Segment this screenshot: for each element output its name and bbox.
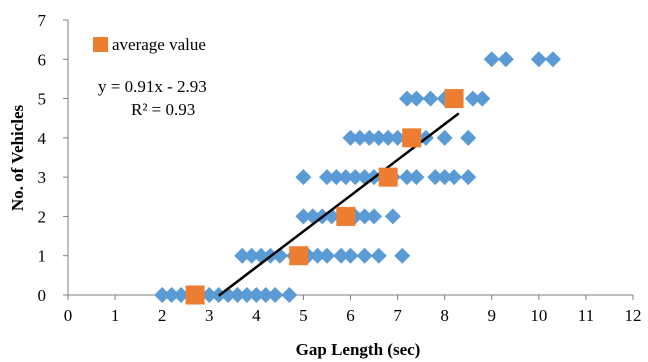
blue-series — [154, 51, 561, 303]
legend-marker-average — [93, 37, 108, 52]
data-point-diamond — [460, 169, 477, 186]
x-tick-label: 4 — [252, 306, 261, 325]
data-point-diamond — [408, 90, 425, 107]
data-point-diamond — [370, 129, 387, 146]
data-point-diamond — [234, 247, 251, 264]
x-tick-label: 3 — [205, 306, 214, 325]
data-point-diamond — [333, 247, 350, 264]
x-tick-label: 1 — [111, 306, 120, 325]
y-tick-label: 3 — [38, 168, 47, 187]
data-point-diamond — [399, 169, 415, 186]
data-point-diamond — [267, 287, 284, 303]
data-point-diamond — [366, 208, 383, 225]
data-point-diamond — [544, 51, 561, 68]
y-tick-label: 6 — [38, 50, 47, 69]
data-point-diamond — [370, 247, 387, 264]
x-tick-label: 0 — [64, 306, 73, 325]
x-tick-label: 12 — [625, 306, 642, 325]
average-point-square — [185, 285, 205, 305]
average-point-square — [402, 128, 422, 148]
data-point-diamond — [356, 247, 373, 264]
trendline-equation: y = 0.91x - 2.93 — [98, 77, 207, 96]
y-tick-label: 4 — [38, 129, 47, 148]
trendline — [217, 112, 460, 297]
data-point-diamond — [238, 287, 255, 303]
x-tick-label: 6 — [346, 306, 355, 325]
x-tick-label: 11 — [578, 306, 594, 325]
data-point-diamond — [436, 169, 453, 186]
average-point-square — [336, 206, 356, 226]
data-point-diamond — [281, 287, 298, 303]
y-tick-label: 5 — [38, 90, 47, 109]
average-point-square — [289, 246, 309, 266]
data-point-diamond — [248, 287, 265, 303]
data-point-diamond — [154, 287, 171, 303]
x-axis-title: Gap Length (sec) — [296, 340, 421, 359]
data-point-diamond — [380, 129, 397, 146]
y-axis-title: No. of Vehicles — [8, 104, 27, 211]
data-point-diamond — [427, 169, 444, 186]
data-point-diamond — [399, 90, 415, 107]
data-point-diamond — [342, 129, 359, 146]
data-point-diamond — [347, 169, 364, 186]
data-point-diamond — [309, 247, 326, 264]
x-tick-label: 10 — [530, 306, 547, 325]
data-point-diamond — [257, 287, 274, 303]
y-tick-label: 0 — [38, 286, 47, 305]
data-point-diamond — [318, 247, 335, 264]
data-point-diamond — [295, 169, 312, 186]
data-point-diamond — [361, 129, 378, 146]
data-point-diamond — [356, 208, 373, 225]
data-point-diamond — [173, 287, 189, 303]
average-point-square — [378, 167, 398, 187]
average-point-square — [444, 89, 464, 109]
data-point-diamond — [384, 208, 401, 225]
data-point-diamond — [464, 90, 481, 107]
x-tick-label: 2 — [158, 306, 167, 325]
data-point-diamond — [351, 129, 368, 146]
data-point-diamond — [318, 169, 335, 186]
data-point-diamond — [295, 208, 312, 225]
data-point-diamond — [243, 247, 260, 264]
y-tick-label: 7 — [38, 11, 47, 30]
data-point-diamond — [253, 247, 270, 264]
data-point-diamond — [163, 287, 180, 303]
x-tick-label: 5 — [299, 306, 308, 325]
data-point-diamond — [422, 90, 439, 107]
trendline-r-squared: R² = 0.93 — [131, 100, 195, 119]
x-tick-labels: 0 1 2 3 4 5 6 7 8 9 10 11 12 — [64, 295, 642, 325]
data-point-diamond — [483, 51, 500, 68]
data-point-diamond — [337, 169, 354, 186]
x-tick-label: 7 — [393, 306, 402, 325]
data-point-diamond — [446, 169, 463, 186]
legend-label-average: average value — [112, 35, 206, 54]
data-point-diamond — [342, 247, 359, 264]
data-point-diamond — [328, 169, 345, 186]
y-tick-label: 2 — [38, 207, 47, 226]
average-series — [185, 89, 464, 305]
data-point-diamond — [436, 129, 453, 146]
data-point-diamond — [389, 129, 406, 146]
data-point-diamond — [229, 287, 246, 303]
data-point-diamond — [530, 51, 547, 68]
x-tick-label: 9 — [488, 306, 497, 325]
y-tick-label: 1 — [38, 247, 47, 266]
data-point-diamond — [474, 90, 491, 107]
y-tick-labels: 0 1 2 3 4 5 6 7 — [38, 11, 68, 305]
data-point-diamond — [460, 129, 477, 146]
data-point-diamond — [408, 169, 425, 186]
x-tick-label: 8 — [440, 306, 449, 325]
data-point-diamond — [201, 287, 218, 303]
data-point-diamond — [394, 247, 411, 264]
data-point-diamond — [497, 51, 514, 68]
